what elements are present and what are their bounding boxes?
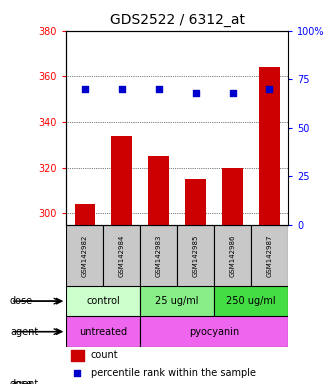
Text: agent: agent <box>10 379 38 384</box>
Text: GSM142984: GSM142984 <box>118 234 125 276</box>
Text: GSM142983: GSM142983 <box>156 234 162 276</box>
Point <box>74 370 80 376</box>
Point <box>230 90 235 96</box>
Bar <box>71 350 84 361</box>
Bar <box>259 67 280 225</box>
Text: GSM142987: GSM142987 <box>266 234 272 276</box>
Bar <box>140 225 177 286</box>
Point <box>156 86 161 92</box>
Text: percentile rank within the sample: percentile rank within the sample <box>91 368 256 378</box>
Text: dose: dose <box>10 379 33 384</box>
Text: GSM142986: GSM142986 <box>229 234 236 276</box>
Text: count: count <box>91 350 118 360</box>
Bar <box>185 179 206 225</box>
Text: control: control <box>86 296 120 306</box>
Bar <box>222 168 243 225</box>
Text: pyocyanin: pyocyanin <box>189 327 239 337</box>
Text: agent: agent <box>10 327 38 337</box>
Bar <box>74 204 95 225</box>
Bar <box>112 136 132 225</box>
Text: untreated: untreated <box>79 327 127 337</box>
Point <box>267 86 272 92</box>
Text: GSM142982: GSM142982 <box>82 234 88 276</box>
Text: GSM142985: GSM142985 <box>193 234 199 276</box>
Point <box>119 86 124 92</box>
Bar <box>103 225 140 286</box>
Bar <box>214 225 251 286</box>
Text: 25 ug/ml: 25 ug/ml <box>155 296 199 306</box>
Point <box>82 86 87 92</box>
Text: GDS2522 / 6312_at: GDS2522 / 6312_at <box>110 13 245 27</box>
Bar <box>251 225 288 286</box>
Bar <box>66 286 140 316</box>
Bar <box>177 225 214 286</box>
Bar <box>66 316 140 347</box>
Bar <box>148 156 169 225</box>
Point <box>193 90 198 96</box>
Bar <box>66 225 103 286</box>
Text: dose: dose <box>10 296 33 306</box>
Bar <box>140 286 214 316</box>
Text: 250 ug/ml: 250 ug/ml <box>226 296 276 306</box>
Bar <box>140 316 288 347</box>
Bar <box>214 286 288 316</box>
